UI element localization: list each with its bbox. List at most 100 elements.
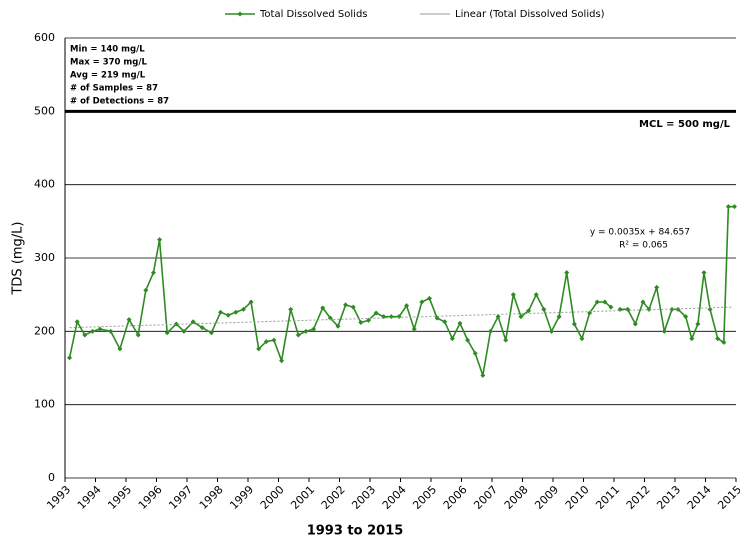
x-tick-label: 2008 (502, 483, 531, 512)
x-tick-label: 1996 (136, 483, 165, 512)
marker (311, 326, 317, 332)
marker (343, 302, 349, 308)
marker (181, 328, 187, 334)
marker (695, 321, 701, 327)
x-tick-label: 2013 (654, 483, 683, 512)
marker (89, 328, 95, 334)
x-tick-label: 1995 (105, 483, 134, 512)
marker (404, 303, 410, 309)
y-tick-label: 100 (34, 398, 55, 411)
legend-label: Linear (Total Dissolved Solids) (455, 9, 605, 20)
y-tick-label: 300 (34, 251, 55, 264)
marker (689, 336, 695, 342)
x-tick-label: 2007 (471, 483, 500, 512)
marker (303, 328, 309, 334)
marker (510, 292, 516, 298)
x-tick-label: 2001 (288, 483, 317, 512)
marker (126, 317, 132, 323)
marker (426, 295, 432, 301)
marker (495, 314, 501, 320)
marker (199, 325, 205, 331)
y-tick-label: 500 (34, 104, 55, 117)
marker (683, 314, 689, 320)
marker (74, 319, 80, 325)
marker (263, 339, 269, 345)
marker (533, 292, 539, 298)
marker (646, 306, 652, 312)
x-tick-label: 1998 (197, 483, 226, 512)
marker (526, 308, 532, 314)
marker (365, 317, 371, 323)
stat-line: # of Detections = 87 (70, 97, 169, 107)
x-tick-label: 2012 (624, 483, 653, 512)
marker (218, 309, 224, 315)
marker (97, 326, 103, 332)
x-tick-label: 1993 (44, 483, 73, 512)
marker (594, 299, 600, 305)
legend-marker (237, 11, 243, 17)
marker (108, 328, 114, 334)
marker (457, 320, 463, 326)
marker (164, 330, 170, 336)
marker (350, 304, 356, 310)
x-tick-label: 2014 (685, 483, 714, 512)
marker (503, 337, 509, 343)
stat-line: Max = 370 mg/L (70, 58, 147, 68)
marker (725, 204, 731, 210)
marker (661, 328, 667, 334)
marker (190, 319, 196, 325)
marker (248, 299, 254, 305)
marker (208, 330, 214, 336)
marker (82, 332, 88, 338)
marker (150, 270, 156, 276)
marker (388, 314, 394, 320)
y-tick-label: 0 (48, 471, 55, 484)
stat-line: Min = 140 mg/L (70, 45, 145, 55)
marker (442, 319, 448, 325)
marker (320, 305, 326, 311)
marker (721, 339, 727, 345)
marker (358, 320, 364, 326)
marker (640, 299, 646, 305)
marker (701, 270, 707, 276)
marker (288, 306, 294, 312)
x-tick-label: 2011 (593, 483, 622, 512)
marker (411, 326, 417, 332)
marker (579, 336, 585, 342)
marker (487, 328, 493, 334)
series-line (69, 306, 733, 329)
x-tick-label: 1994 (75, 483, 104, 512)
marker (654, 284, 660, 290)
marker (518, 314, 524, 320)
marker (225, 312, 231, 318)
r-squared: R² = 0.065 (619, 241, 668, 251)
x-tick-label: 1997 (166, 483, 195, 512)
marker (480, 372, 486, 378)
x-tick-label: 2005 (410, 483, 439, 512)
marker (556, 314, 562, 320)
marker (571, 321, 577, 327)
marker (434, 315, 440, 321)
marker (472, 350, 478, 356)
marker (233, 309, 239, 315)
marker (419, 299, 425, 305)
marker (675, 306, 681, 312)
mcl-label: MCL = 500 mg/L (639, 119, 731, 130)
marker (256, 346, 262, 352)
marker (731, 204, 737, 210)
marker (632, 321, 638, 327)
marker (465, 337, 471, 343)
marker (564, 270, 570, 276)
marker (707, 306, 713, 312)
marker (279, 358, 285, 364)
legend-label: Total Dissolved Solids (259, 9, 368, 20)
marker (173, 321, 179, 327)
marker (67, 355, 73, 361)
marker (335, 323, 341, 329)
marker (608, 304, 614, 310)
marker (117, 346, 123, 352)
x-tick-label: 1999 (227, 483, 256, 512)
x-tick-label: 2002 (319, 483, 348, 512)
stat-line: # of Samples = 87 (70, 84, 158, 94)
